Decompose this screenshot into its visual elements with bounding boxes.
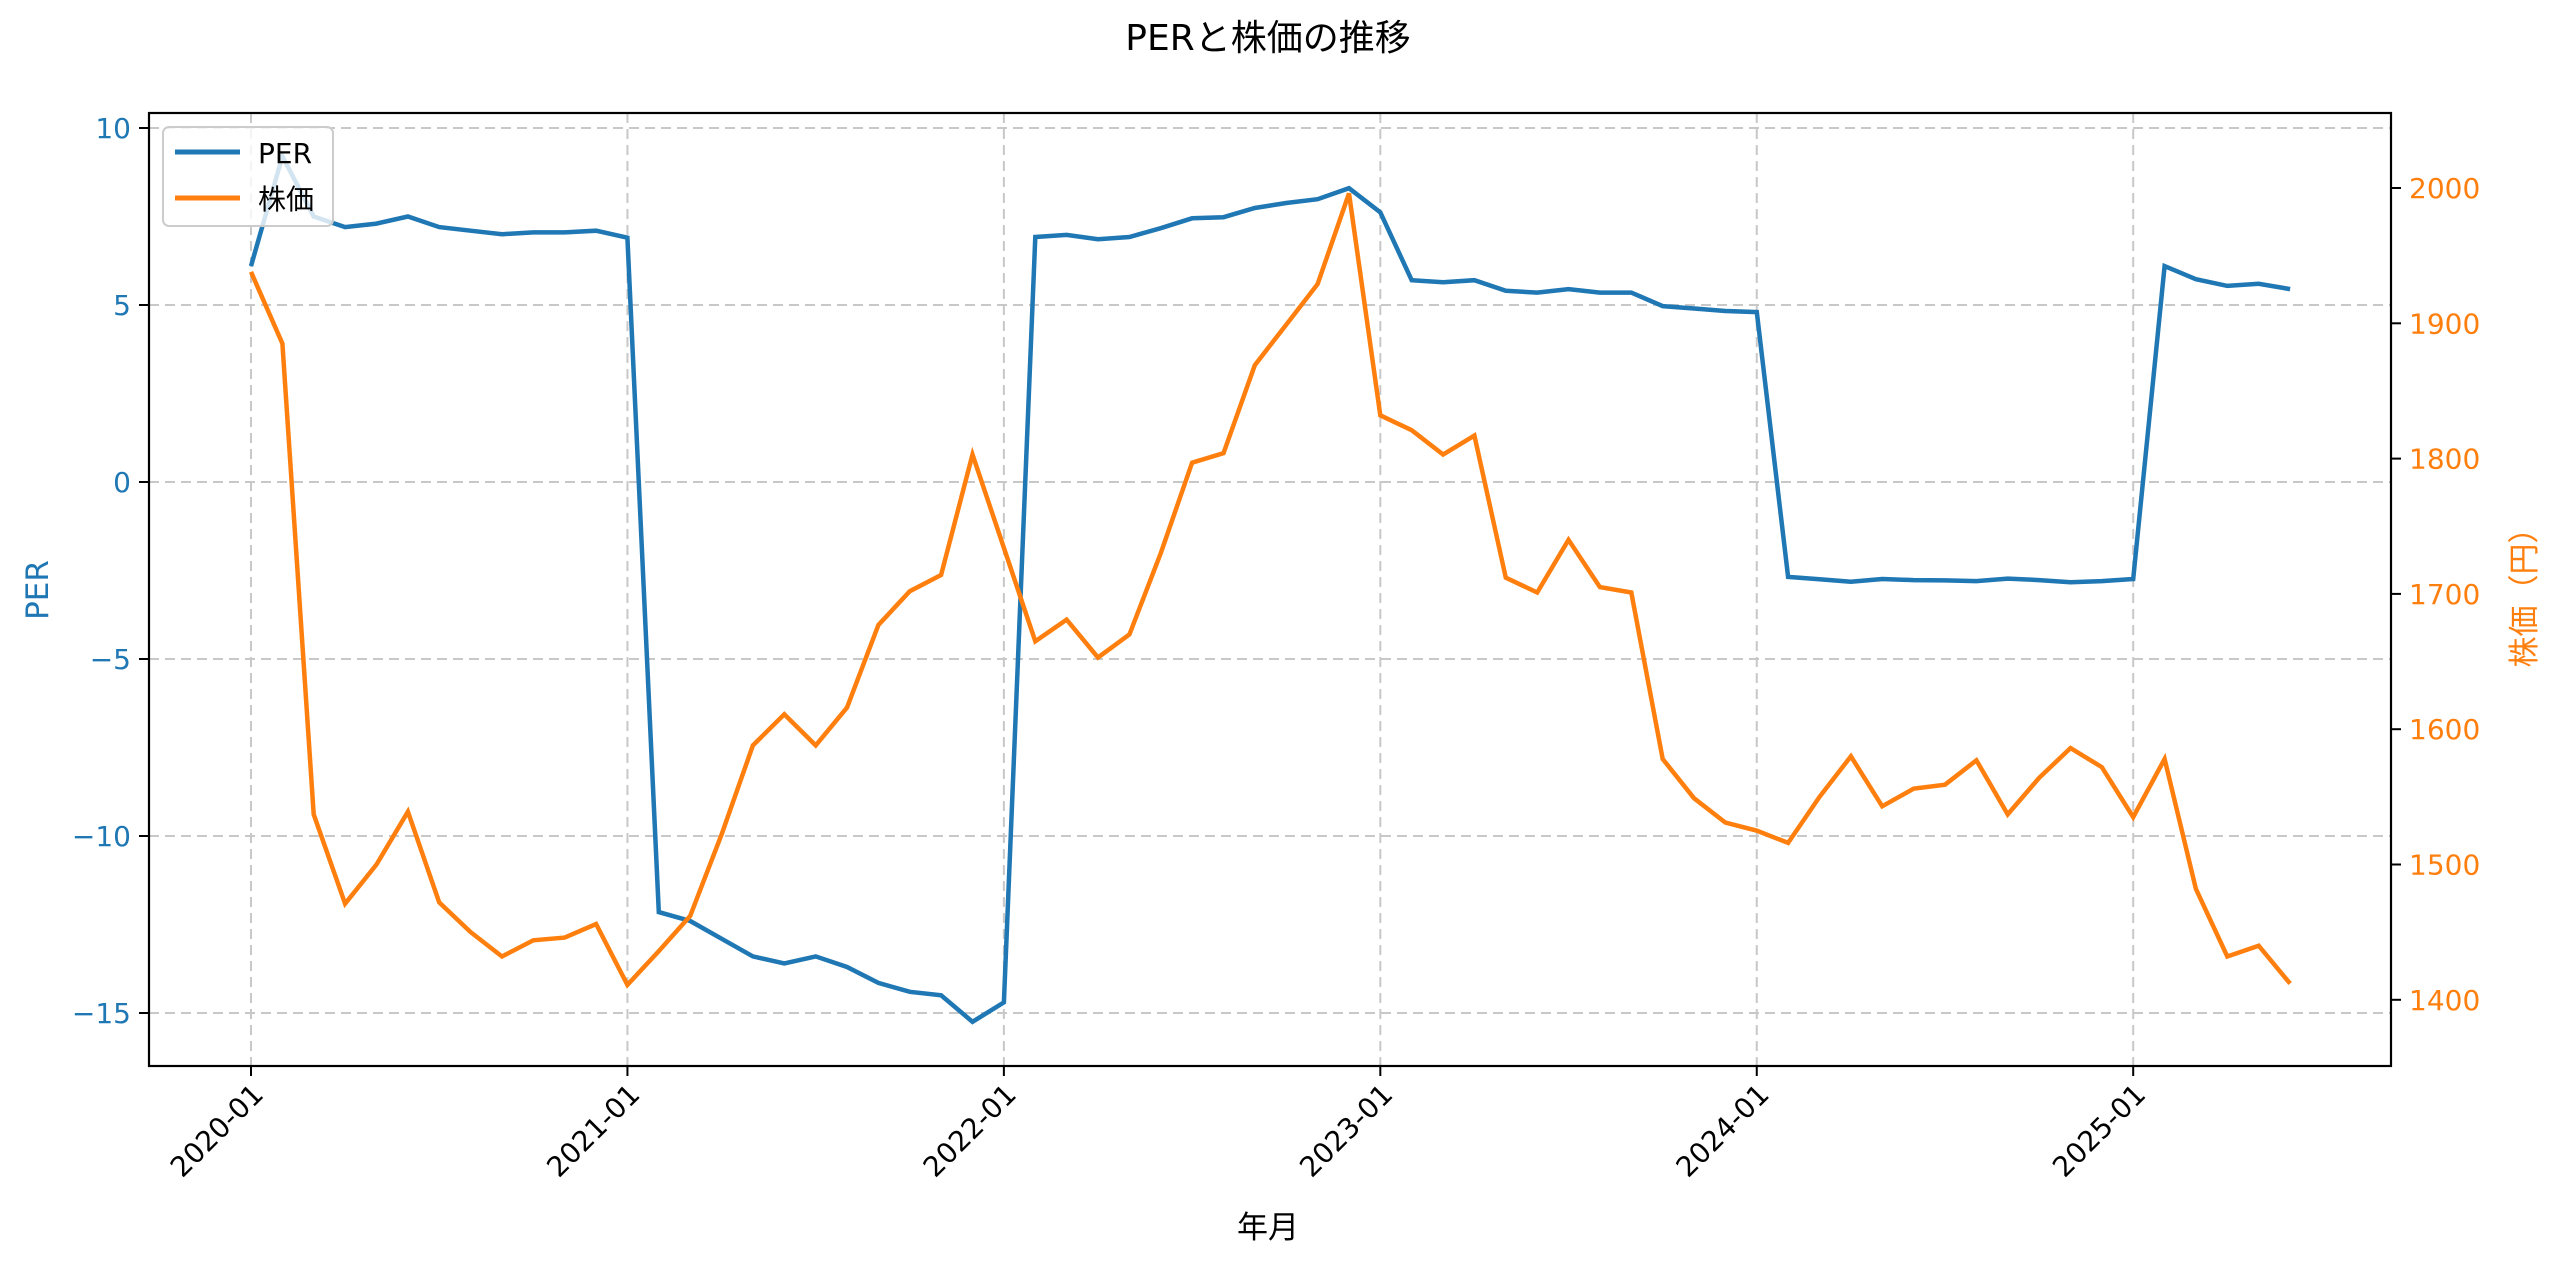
left-tick-label: −10: [72, 820, 131, 853]
legend-label-per: PER: [258, 137, 312, 170]
x-tick-label: 2023-01: [1293, 1078, 1399, 1184]
axes-frame: [147, 111, 2393, 1068]
right-tick-label: 1800: [2409, 443, 2480, 476]
chart-title: PERと株価の推移: [1125, 18, 1410, 59]
x-axis: 2020-01 2021-01 2022-01 2023-01 2024-01 2025-…: [164, 1066, 2152, 1184]
right-y-axis: 2000 1900 1800 1700 1600 1500 1400: [2391, 172, 2480, 1017]
right-tick-label: 1700: [2409, 578, 2480, 611]
x-axis-title: 年月: [1237, 1210, 1299, 1246]
x-tick-label: 2024-01: [1670, 1078, 1776, 1184]
left-tick-label: −5: [90, 643, 131, 676]
right-tick-label: 1400: [2409, 984, 2480, 1017]
x-tick-label: 2021-01: [540, 1078, 646, 1184]
x-tick-label: 2025-01: [2046, 1078, 2152, 1184]
right-tick-label: 1500: [2409, 849, 2480, 882]
price-line: [248, 192, 2292, 989]
legend: PER 株価: [162, 126, 334, 227]
per-line: [248, 150, 2291, 1025]
left-tick-label: 0: [113, 466, 131, 499]
left-y-axis: 10 5 0 −5 −10 −15: [72, 112, 149, 1030]
right-tick-label: 2000: [2409, 172, 2480, 205]
legend-label-price: 株価: [258, 183, 314, 216]
left-tick-label: 10: [95, 112, 131, 145]
left-tick-label: −15: [72, 997, 131, 1030]
grid-lines: [149, 113, 2391, 1066]
right-tick-label: 1900: [2409, 307, 2480, 340]
plot-area: [248, 150, 2292, 1025]
right-axis-title: 株価（円）: [2507, 513, 2543, 668]
right-tick-label: 1600: [2409, 713, 2480, 746]
x-tick-label: 2020-01: [164, 1078, 270, 1184]
left-axis-title: PER: [20, 560, 56, 620]
x-tick-label: 2022-01: [917, 1078, 1023, 1184]
left-tick-label: 5: [113, 289, 131, 322]
